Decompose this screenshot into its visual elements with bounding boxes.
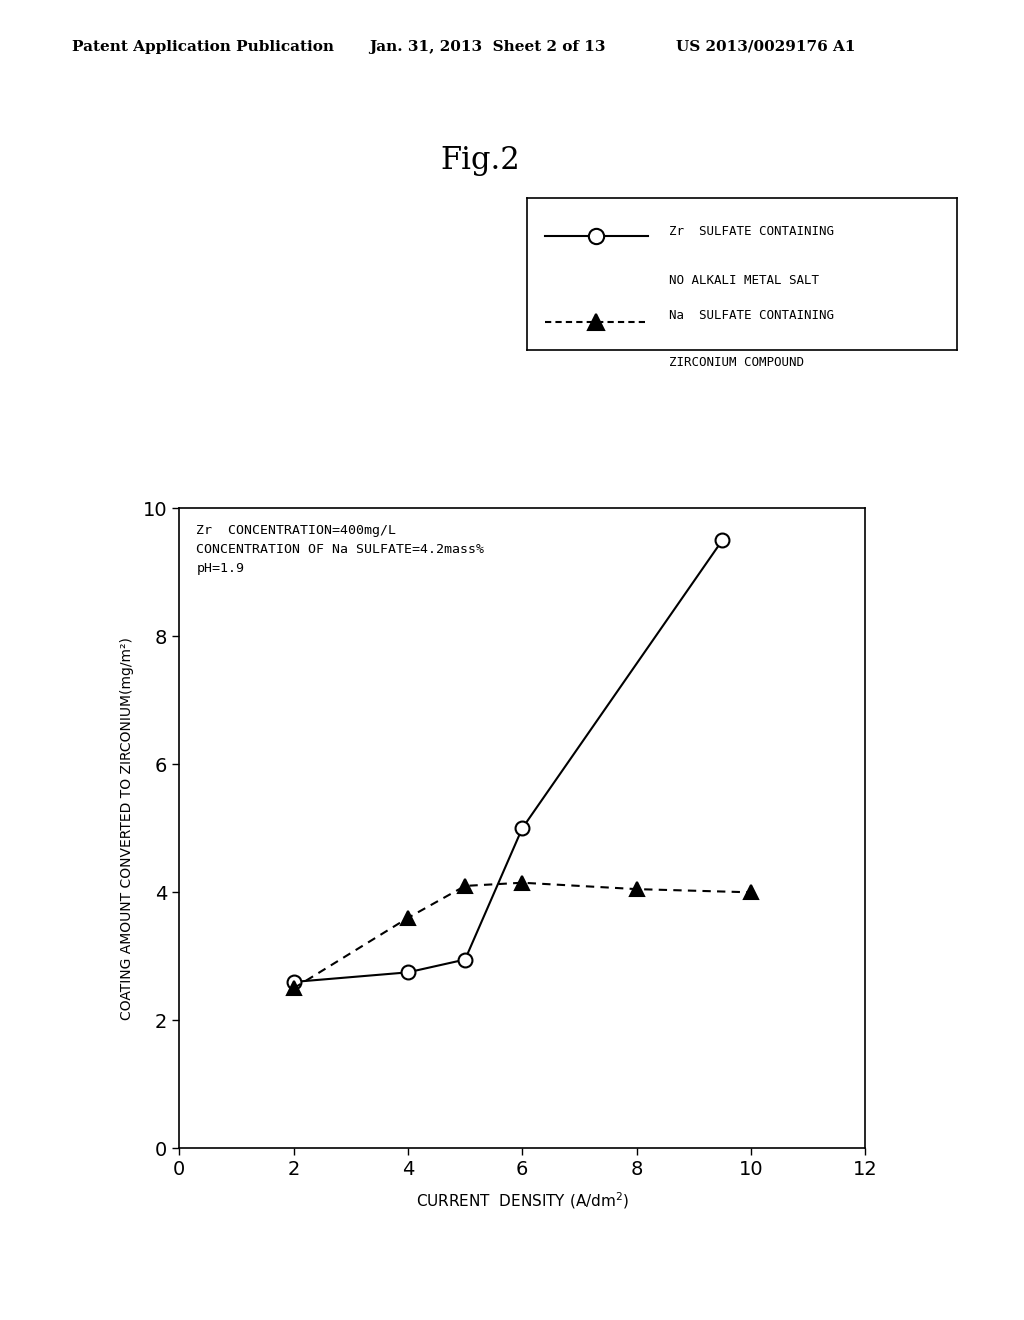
Y-axis label: COATING AMOUNT CONVERTED TO ZIRCONIUM(mg/m²): COATING AMOUNT CONVERTED TO ZIRCONIUM(mg… (121, 636, 134, 1020)
Text: ZIRCONIUM COMPOUND: ZIRCONIUM COMPOUND (670, 356, 804, 368)
Text: Zr  CONCENTRATION=400mg/L
CONCENTRATION OF Na SULFATE=4.2mass%
pH=1.9: Zr CONCENTRATION=400mg/L CONCENTRATION O… (197, 524, 484, 576)
Text: Na  SULFATE CONTAINING: Na SULFATE CONTAINING (670, 309, 835, 322)
Text: US 2013/0029176 A1: US 2013/0029176 A1 (676, 40, 855, 54)
Text: Zr  SULFATE CONTAINING: Zr SULFATE CONTAINING (670, 226, 835, 239)
X-axis label: CURRENT  DENSITY (A/dm$^2$): CURRENT DENSITY (A/dm$^2$) (416, 1191, 629, 1210)
Text: Patent Application Publication: Patent Application Publication (72, 40, 334, 54)
Text: Jan. 31, 2013  Sheet 2 of 13: Jan. 31, 2013 Sheet 2 of 13 (369, 40, 605, 54)
Text: NO ALKALI METAL SALT: NO ALKALI METAL SALT (670, 275, 819, 286)
Text: Fig.2: Fig.2 (440, 145, 520, 176)
